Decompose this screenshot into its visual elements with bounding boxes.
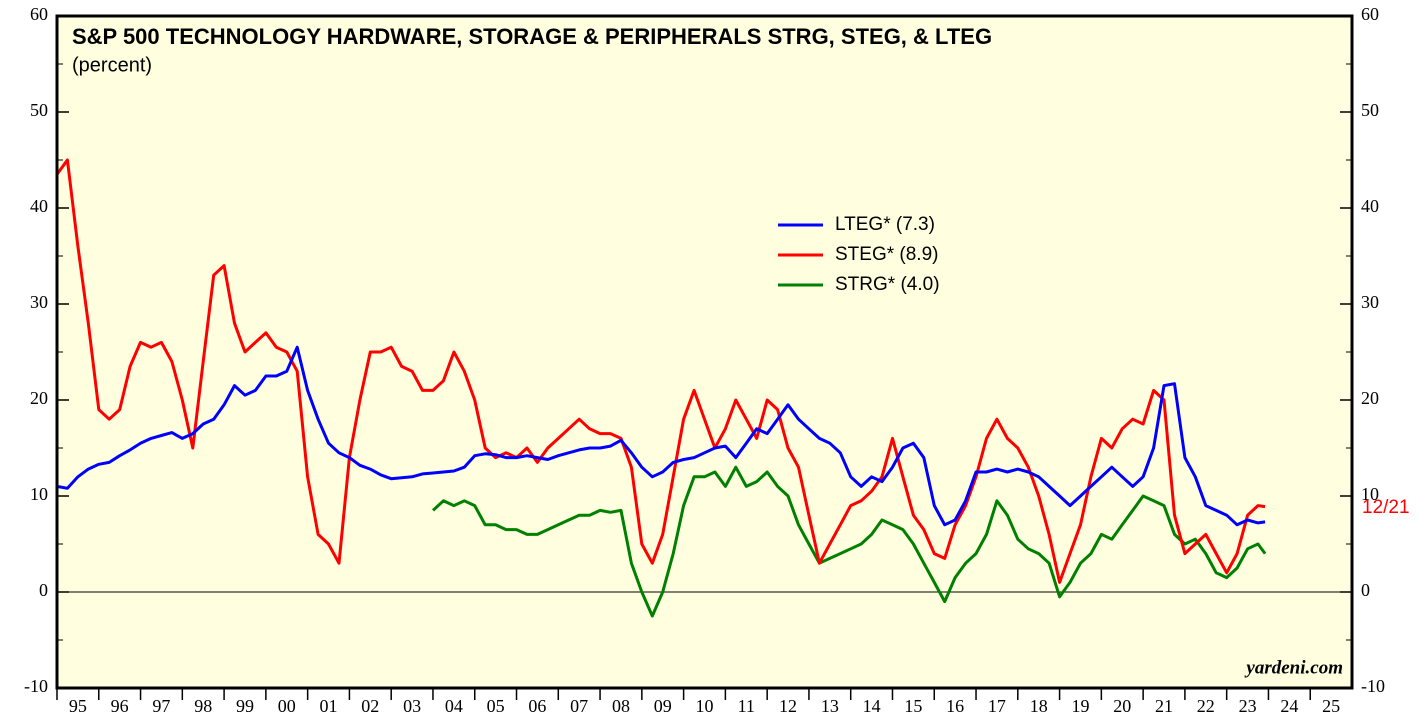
x-tick-label: 09 xyxy=(654,696,672,716)
y2-tick-label: 10 xyxy=(1361,484,1379,504)
y-tick-label: 10 xyxy=(30,484,48,504)
x-tick-label: 08 xyxy=(612,696,630,716)
x-tick-label: 24 xyxy=(1280,696,1298,716)
y2-tick-label: -10 xyxy=(1361,676,1385,696)
x-tick-label: 11 xyxy=(738,696,755,716)
x-tick-label: 98 xyxy=(194,696,212,716)
x-tick-label: 13 xyxy=(821,696,839,716)
y-tick-label: 60 xyxy=(30,4,48,24)
legend-label: STRG* (4.0) xyxy=(835,274,940,295)
x-tick-label: 04 xyxy=(445,696,463,716)
x-tick-label: 97 xyxy=(152,696,170,716)
y2-tick-label: 60 xyxy=(1361,4,1379,24)
legend-label: LTEG* (7.3) xyxy=(835,214,935,235)
legend-label: STEG* (8.9) xyxy=(835,244,938,265)
series-line xyxy=(56,345,1266,527)
y2-tick-label: 0 xyxy=(1361,580,1370,600)
date-annotation: 12/21 xyxy=(1362,497,1410,518)
series-line xyxy=(431,465,1267,618)
y2-tick-label: 50 xyxy=(1361,100,1379,120)
chart-title: S&P 500 TECHNOLOGY HARDWARE, STORAGE & P… xyxy=(72,24,992,49)
x-tick-label: 14 xyxy=(863,696,881,716)
chart-subtitle: (percent) xyxy=(72,54,152,76)
x-tick-label: 20 xyxy=(1113,696,1131,716)
plot-frame xyxy=(55,14,1354,690)
x-tick-label: 95 xyxy=(69,696,87,716)
series-line xyxy=(55,158,1266,584)
x-tick-label: 16 xyxy=(946,696,964,716)
x-tick-label: 21 xyxy=(1155,696,1173,716)
x-tick-label: 00 xyxy=(278,696,296,716)
y-tick-label: 20 xyxy=(30,388,48,408)
y-tick-label: 30 xyxy=(30,292,48,312)
y-tick-label: 40 xyxy=(30,196,48,216)
x-tick-label: 19 xyxy=(1071,696,1089,716)
y2-tick-label: 20 xyxy=(1361,388,1379,408)
x-tick-label: 25 xyxy=(1322,696,1340,716)
y2-tick-label: 30 xyxy=(1361,292,1379,312)
x-tick-label: 15 xyxy=(904,696,922,716)
y-tick-label: 0 xyxy=(39,580,48,600)
x-tick-label: 96 xyxy=(111,696,129,716)
x-tick-label: 06 xyxy=(528,696,546,716)
x-tick-label: 12 xyxy=(779,696,797,716)
x-tick-label: 05 xyxy=(487,696,505,716)
y-tick-label: -10 xyxy=(24,676,48,696)
x-tick-label: 99 xyxy=(236,696,254,716)
x-tick-label: 03 xyxy=(403,696,421,716)
x-tick-label: 01 xyxy=(320,696,338,716)
x-tick-label: 10 xyxy=(696,696,714,716)
y-tick-label: 50 xyxy=(30,100,48,120)
x-tick-label: 23 xyxy=(1239,696,1257,716)
x-tick-label: 07 xyxy=(570,696,588,716)
y2-tick-label: 40 xyxy=(1361,196,1379,216)
x-tick-label: 02 xyxy=(361,696,379,716)
x-tick-label: 17 xyxy=(988,696,1006,716)
x-tick-label: 18 xyxy=(1030,696,1048,716)
plot-background xyxy=(57,16,1352,688)
source-annotation: yardeni.com xyxy=(1244,657,1343,678)
x-tick-label: 22 xyxy=(1197,696,1215,716)
